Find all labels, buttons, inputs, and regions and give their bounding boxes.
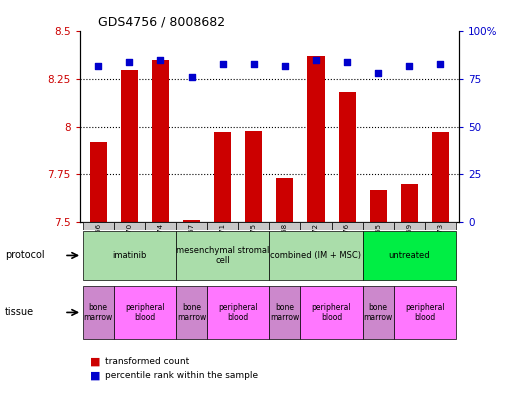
- Text: GSM1058968: GSM1058968: [282, 223, 288, 270]
- Bar: [238, 222, 269, 230]
- Text: peripheral
blood: peripheral blood: [405, 303, 445, 322]
- Text: ■: ■: [90, 370, 100, 380]
- Bar: [363, 222, 394, 230]
- Bar: [269, 231, 363, 280]
- Point: [219, 61, 227, 67]
- Text: mesenchymal stromal
cell: mesenchymal stromal cell: [176, 246, 269, 265]
- Bar: [83, 286, 114, 339]
- Bar: [269, 222, 301, 230]
- Bar: [90, 142, 107, 222]
- Bar: [245, 130, 262, 222]
- Point: [343, 59, 351, 65]
- Text: GSM1058976: GSM1058976: [344, 223, 350, 270]
- Point: [125, 59, 133, 65]
- Text: untreated: untreated: [388, 251, 430, 260]
- Text: bone
marrow: bone marrow: [270, 303, 300, 322]
- Point: [187, 74, 195, 80]
- Bar: [269, 286, 301, 339]
- Bar: [370, 190, 387, 222]
- Bar: [301, 222, 331, 230]
- Text: GSM1058974: GSM1058974: [157, 223, 164, 270]
- Point: [156, 57, 165, 63]
- Text: GSM1058971: GSM1058971: [220, 223, 226, 270]
- Bar: [114, 286, 176, 339]
- Bar: [207, 222, 238, 230]
- Point: [312, 57, 320, 63]
- Point: [405, 62, 413, 69]
- Bar: [331, 222, 363, 230]
- Bar: [363, 231, 456, 280]
- Text: GSM1058967: GSM1058967: [189, 223, 194, 270]
- Text: transformed count: transformed count: [105, 357, 189, 366]
- Bar: [207, 286, 269, 339]
- Bar: [121, 70, 138, 222]
- Bar: [394, 286, 456, 339]
- Bar: [363, 286, 394, 339]
- Bar: [401, 184, 418, 222]
- Text: GSM1058969: GSM1058969: [406, 223, 412, 270]
- Point: [437, 61, 445, 67]
- Text: peripheral
blood: peripheral blood: [125, 303, 165, 322]
- Point: [281, 62, 289, 69]
- Bar: [176, 231, 269, 280]
- Text: peripheral
blood: peripheral blood: [312, 303, 351, 322]
- Text: bone
marrow: bone marrow: [84, 303, 113, 322]
- Bar: [114, 222, 145, 230]
- Text: combined (IM + MSC): combined (IM + MSC): [270, 251, 362, 260]
- Bar: [277, 178, 293, 222]
- Bar: [83, 222, 114, 230]
- Text: GSM1058975: GSM1058975: [251, 223, 257, 270]
- Point: [94, 62, 102, 69]
- Text: GSM1058973: GSM1058973: [438, 223, 443, 270]
- Text: protocol: protocol: [5, 250, 45, 261]
- Bar: [176, 286, 207, 339]
- Text: peripheral
blood: peripheral blood: [219, 303, 258, 322]
- Text: bone
marrow: bone marrow: [364, 303, 393, 322]
- Text: GSM1058965: GSM1058965: [375, 223, 381, 270]
- Text: GSM1058966: GSM1058966: [95, 223, 101, 270]
- Bar: [145, 222, 176, 230]
- Text: bone
marrow: bone marrow: [177, 303, 206, 322]
- Bar: [425, 222, 456, 230]
- Bar: [183, 220, 200, 222]
- Bar: [339, 92, 356, 222]
- Point: [250, 61, 258, 67]
- Bar: [432, 132, 449, 222]
- Bar: [214, 132, 231, 222]
- Bar: [307, 56, 325, 222]
- Text: tissue: tissue: [5, 307, 34, 318]
- Bar: [394, 222, 425, 230]
- Text: GDS4756 / 8008682: GDS4756 / 8008682: [98, 16, 226, 29]
- Bar: [301, 286, 363, 339]
- Point: [374, 70, 382, 77]
- Text: GSM1058972: GSM1058972: [313, 223, 319, 270]
- Bar: [152, 60, 169, 222]
- Text: ■: ■: [90, 356, 100, 367]
- Text: imatinib: imatinib: [112, 251, 147, 260]
- Text: GSM1058970: GSM1058970: [126, 223, 132, 270]
- Bar: [83, 231, 176, 280]
- Text: percentile rank within the sample: percentile rank within the sample: [105, 371, 258, 380]
- Bar: [176, 222, 207, 230]
